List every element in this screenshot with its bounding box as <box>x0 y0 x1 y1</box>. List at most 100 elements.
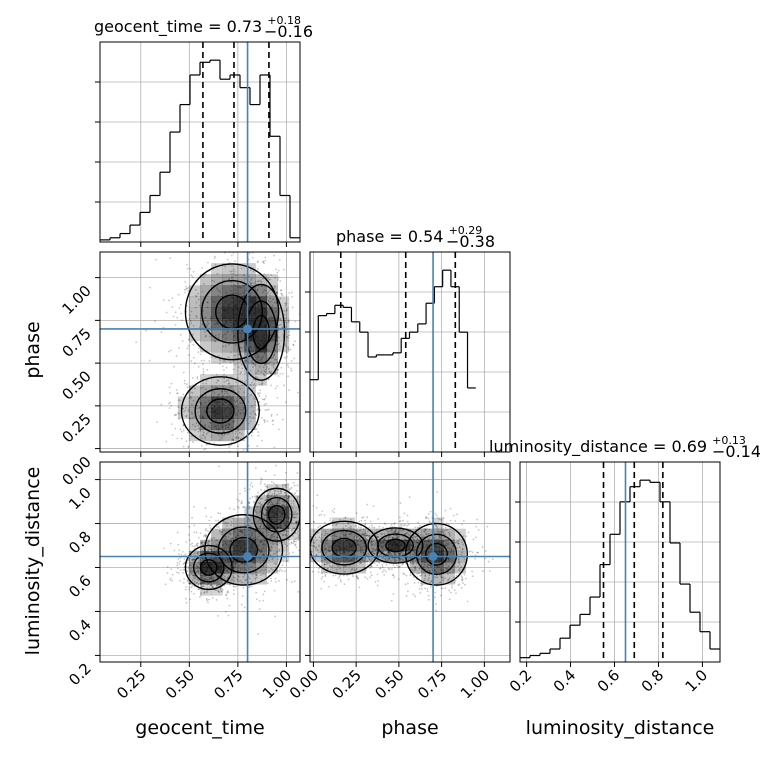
sample-point <box>260 382 263 385</box>
sample-point <box>171 468 173 470</box>
sample-point <box>207 540 210 542</box>
sample-point <box>174 311 177 314</box>
sample-point <box>267 273 270 276</box>
density-panel-phase-luminosity_distance: 0.00 0.25 0.50 0.75 1.00 <box>286 461 511 702</box>
sample-point <box>355 512 358 515</box>
sample-point <box>186 347 189 350</box>
contour-line <box>204 514 284 586</box>
density-bin <box>266 307 279 319</box>
sample-point <box>263 370 266 372</box>
sample-point <box>388 557 391 560</box>
sample-point <box>255 573 258 576</box>
sample-point <box>211 577 214 579</box>
sample-point <box>260 489 262 491</box>
sample-point <box>185 287 187 290</box>
sample-point <box>268 289 271 292</box>
density-bin <box>200 307 212 319</box>
sample-point <box>263 247 265 249</box>
sample-point <box>169 257 172 259</box>
sample-point <box>261 380 264 383</box>
sample-point <box>268 370 271 373</box>
sample-point <box>219 358 221 361</box>
sample-point <box>268 501 271 504</box>
sample-point <box>197 292 200 295</box>
sample-point <box>223 373 225 376</box>
sample-point <box>275 484 278 487</box>
sample-point <box>290 291 293 294</box>
density-bin <box>277 539 290 552</box>
sample-point <box>192 270 195 273</box>
sample-point <box>196 565 199 568</box>
sample-point <box>176 316 179 319</box>
sample-point <box>237 436 240 439</box>
sample-point <box>191 559 194 561</box>
sample-point <box>279 372 282 375</box>
sample-point <box>243 397 246 400</box>
sample-point <box>270 481 273 483</box>
sample-point <box>177 553 180 555</box>
sample-point <box>259 506 262 509</box>
sample-point <box>165 440 168 443</box>
sample-point <box>279 345 282 348</box>
sample-point <box>311 570 314 573</box>
sample-point <box>272 482 275 485</box>
sample-point <box>294 513 297 516</box>
sample-point <box>238 431 241 434</box>
sample-point <box>217 589 220 592</box>
x-tick-label: 0.2 <box>506 666 536 696</box>
sample-point <box>290 521 293 524</box>
sample-point <box>188 396 191 399</box>
sample-point <box>288 292 291 294</box>
sample-point <box>463 558 466 561</box>
sample-point <box>190 397 193 399</box>
sample-point <box>155 420 158 423</box>
density-bin <box>266 274 279 286</box>
sample-point <box>188 539 191 541</box>
sample-point <box>271 502 274 505</box>
sample-point <box>188 394 191 397</box>
sample-point <box>219 359 222 362</box>
sample-point <box>284 534 287 536</box>
sample-point <box>215 287 218 290</box>
density-bin <box>288 528 300 541</box>
sample-point <box>424 529 427 531</box>
sample-point <box>173 549 176 552</box>
sample-point <box>378 567 381 570</box>
sample-point <box>168 407 171 409</box>
hist-panel-luminosity_distance: 0.2 0.4 0.6 0.8 1.0 <box>506 461 721 696</box>
sample-point <box>182 445 185 448</box>
sample-point <box>187 290 190 292</box>
sample-point <box>274 577 277 580</box>
sample-point <box>252 387 255 389</box>
panel-frame <box>99 41 301 243</box>
sample-point <box>228 453 230 455</box>
sample-point <box>359 561 362 563</box>
sample-point <box>171 297 174 300</box>
sample-point <box>201 291 204 293</box>
x-tick-label: 0.6 <box>594 666 624 696</box>
sample-point <box>401 558 404 561</box>
sample-point <box>233 420 236 422</box>
sample-point <box>228 382 230 385</box>
sample-point <box>428 574 431 577</box>
sample-point <box>252 378 255 381</box>
sample-point <box>291 306 294 309</box>
sample-point <box>248 505 251 508</box>
sample-point <box>245 578 248 581</box>
density-bin <box>222 285 234 297</box>
sample-point <box>248 252 251 255</box>
sample-point <box>283 384 286 387</box>
sample-point <box>179 334 182 336</box>
sample-point <box>243 487 246 490</box>
sample-point <box>181 340 184 343</box>
sample-point <box>406 524 409 527</box>
sample-point <box>267 367 270 370</box>
sample-point <box>258 519 261 522</box>
sample-point <box>160 403 163 406</box>
contour-line <box>194 388 247 434</box>
sample-point <box>189 267 192 270</box>
sample-point <box>251 573 254 576</box>
density-bin <box>266 318 279 331</box>
sample-point <box>233 354 236 357</box>
sample-point <box>283 356 286 359</box>
